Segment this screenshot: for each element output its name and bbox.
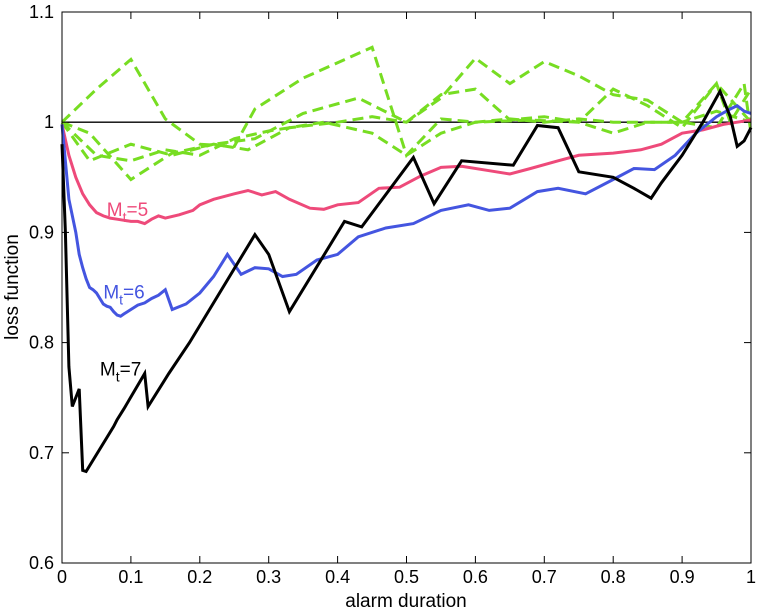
series-annotation-7: Mt=7 — [100, 360, 141, 385]
x-tick-label: 0.5 — [394, 567, 419, 587]
series-annotation-5: Mt=5 — [107, 200, 148, 225]
x-tick-label: 0.6 — [463, 567, 488, 587]
y-tick-label: 1 — [44, 112, 54, 132]
x-tick-label: 0.7 — [532, 567, 557, 587]
y-tick-label: 0.6 — [29, 553, 54, 573]
x-tick-label: 0.3 — [256, 567, 281, 587]
y-tick-label: 0.9 — [29, 222, 54, 242]
x-tick-label: 0.2 — [187, 567, 212, 587]
x-tick-label: 0.8 — [601, 567, 626, 587]
series-line-4 — [61, 80, 753, 182]
series-line-3 — [60, 45, 752, 159]
x-tick-label: 0 — [57, 567, 67, 587]
annotation-layer: Mt=5 Mt=6 Mt=7 — [100, 200, 148, 385]
plot-background — [62, 12, 751, 563]
y-tick-label: 0.7 — [29, 443, 54, 463]
tick-layer: 0 0.1 0.2 0.3 0.4 0.5 0.6 0.7 0.8 0.9 1 0.6 0.7 0.8 0.… — [29, 2, 756, 587]
x-tick-label: 0.1 — [118, 567, 143, 587]
series-line-1 — [60, 103, 752, 318]
series-line-0 — [60, 118, 752, 226]
y-axis-label: loss function — [2, 234, 23, 340]
series-layer — [60, 45, 753, 474]
y-tick-label: 1.1 — [29, 2, 54, 22]
x-tick-label: 1 — [746, 567, 756, 587]
y-tick-label: 0.8 — [29, 333, 54, 353]
series-line-5 — [60, 56, 753, 163]
x-tick-label: 0.9 — [670, 567, 695, 587]
x-tick-label: 0.4 — [325, 567, 350, 587]
x-axis-label: alarm duration — [345, 591, 466, 612]
series-annotation-6: Mt=6 — [103, 283, 144, 308]
series-line-2 — [60, 87, 753, 474]
series-line-6 — [60, 79, 753, 163]
